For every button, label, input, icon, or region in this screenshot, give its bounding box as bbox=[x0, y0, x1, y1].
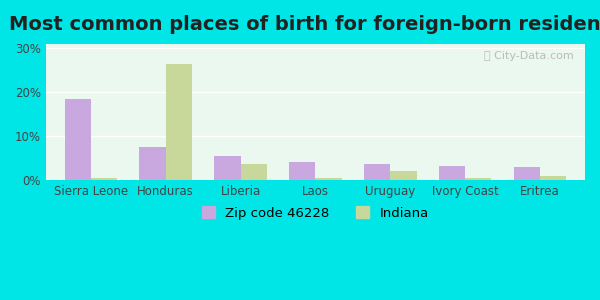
Bar bbox=[241, 164, 267, 180]
Bar bbox=[289, 162, 316, 180]
Bar bbox=[65, 99, 91, 180]
Title: Most common places of birth for foreign-born residents: Most common places of birth for foreign-… bbox=[9, 15, 600, 34]
Bar bbox=[465, 178, 491, 180]
Bar bbox=[91, 178, 117, 180]
Legend: Zip code 46228, Indiana: Zip code 46228, Indiana bbox=[196, 201, 434, 225]
Bar bbox=[139, 147, 166, 180]
Bar bbox=[364, 164, 391, 180]
Bar bbox=[166, 64, 192, 180]
Bar bbox=[316, 178, 341, 180]
Bar bbox=[214, 156, 241, 180]
Bar bbox=[514, 167, 540, 180]
Bar bbox=[540, 176, 566, 180]
Bar bbox=[439, 166, 465, 180]
Bar bbox=[391, 171, 416, 180]
Text: ⓘ City-Data.com: ⓘ City-Data.com bbox=[484, 51, 574, 61]
